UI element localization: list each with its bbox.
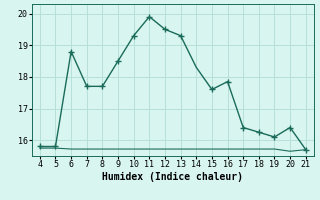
X-axis label: Humidex (Indice chaleur): Humidex (Indice chaleur) [102, 172, 243, 182]
